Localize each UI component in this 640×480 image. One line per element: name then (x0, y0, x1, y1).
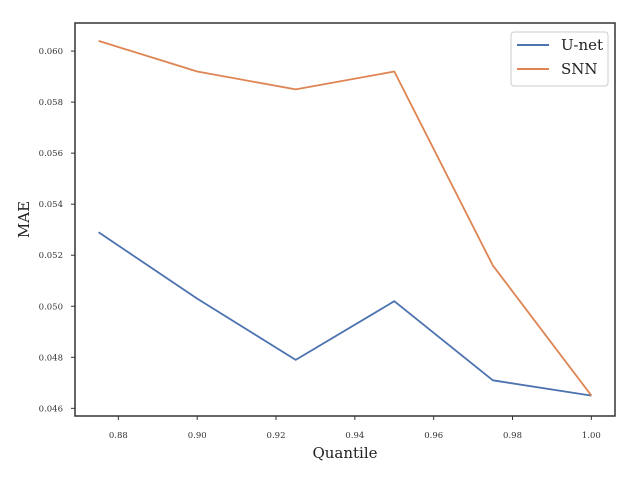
y-tick-label: 0.052 (39, 251, 63, 261)
legend-label: SNN (561, 60, 598, 78)
x-tick-label: 0.94 (345, 431, 364, 441)
legend: U-net SNN (510, 31, 609, 87)
y-tick-label: 0.046 (39, 404, 63, 414)
y-tick-label: 0.058 (39, 98, 63, 108)
y-tick-label: 0.054 (39, 200, 63, 210)
plot-area (98, 40, 593, 397)
x-axis-label: Quantile (312, 444, 377, 462)
x-tick-label: 0.92 (267, 431, 286, 441)
y-tick-label: 0.056 (39, 149, 63, 159)
y-axis-ticks: 0.046 0.048 0.050 0.052 0.054 0.056 0.058 0.060 (39, 47, 75, 414)
y-tick-label: 0.060 (39, 47, 63, 57)
y-axis-label: MAE (15, 201, 33, 238)
legend-label: U-net (561, 36, 603, 54)
y-tick-label: 0.050 (39, 302, 63, 312)
plot-frame (74, 22, 616, 417)
x-tick-label: 1.00 (582, 431, 601, 441)
x-tick-label: 0.90 (188, 431, 207, 441)
y-tick-label: 0.048 (39, 353, 63, 363)
x-tick-label: 0.88 (109, 431, 128, 441)
series-line-snn (98, 40, 593, 397)
x-tick-label: 0.98 (503, 431, 522, 441)
x-axis-ticks: 0.88 0.90 0.92 0.94 0.96 0.98 1.00 (109, 416, 601, 441)
x-tick-label: 0.96 (424, 431, 443, 441)
series-line-u-net (98, 231, 592, 397)
